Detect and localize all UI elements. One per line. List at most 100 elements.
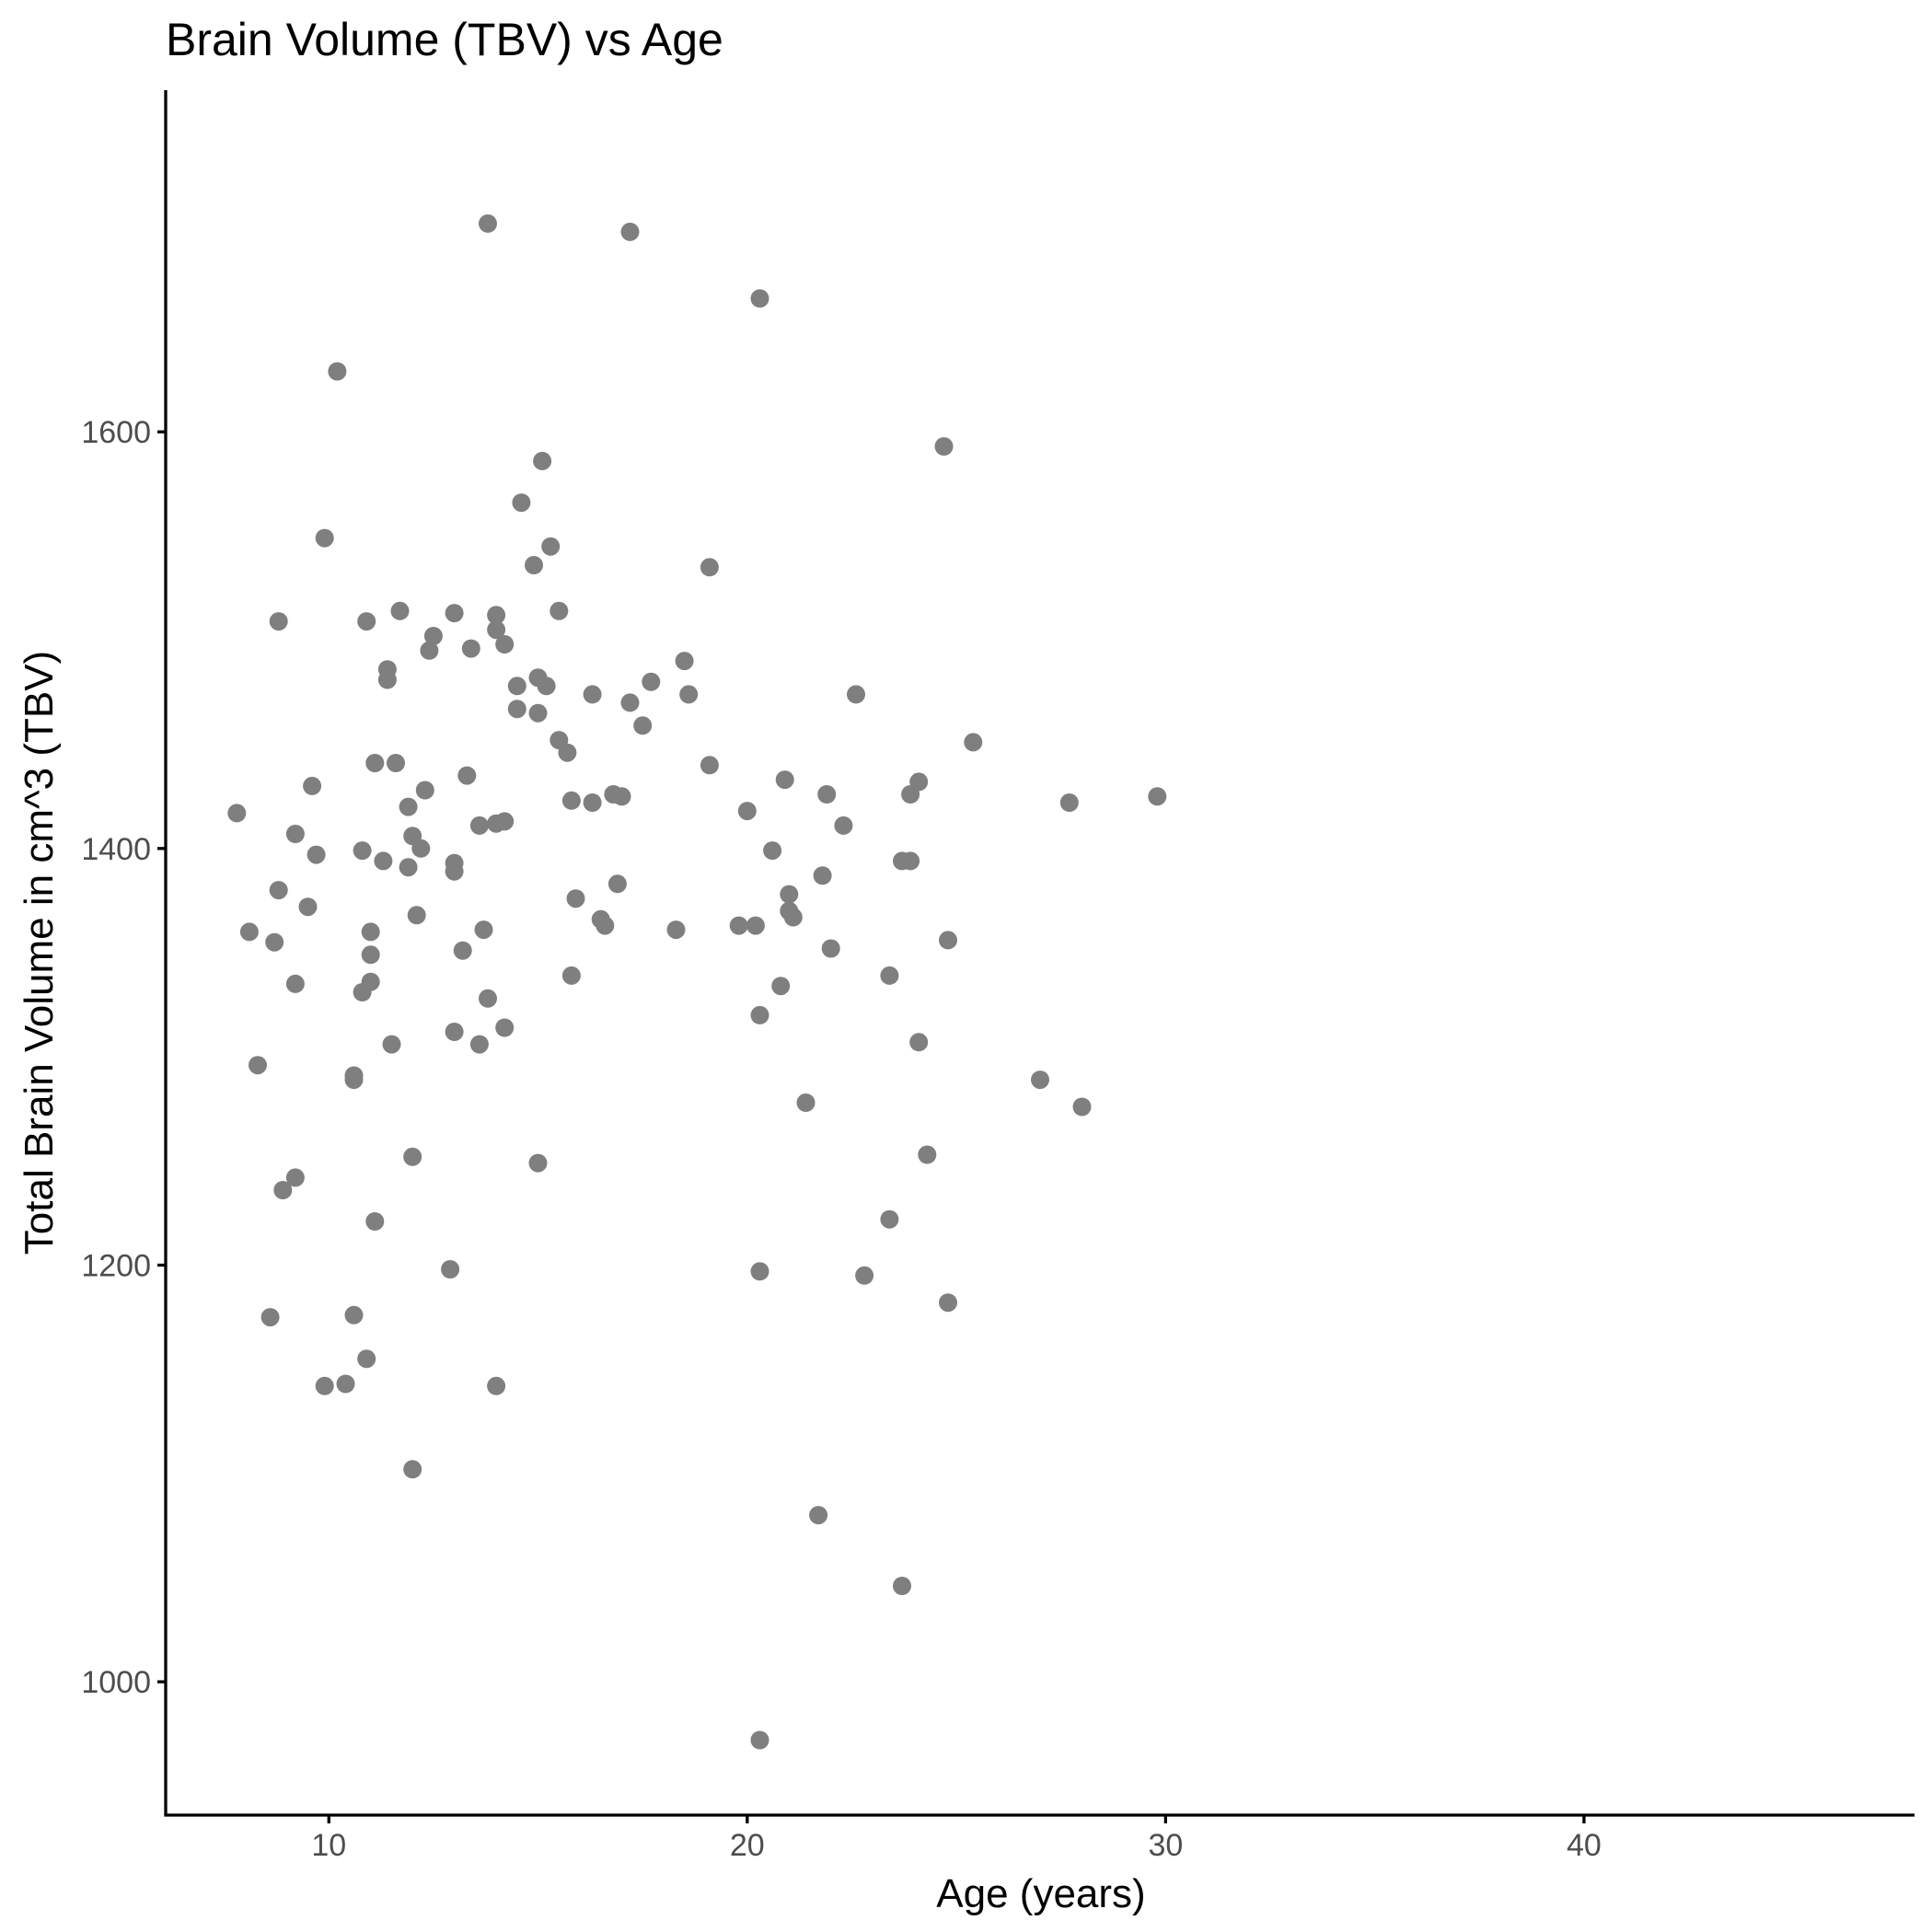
data-point [415,781,434,800]
data-point [750,289,769,308]
data-point [771,977,791,996]
data-point [269,881,288,900]
data-point [528,703,548,723]
data-point [285,825,305,843]
data-point [964,733,983,752]
data-point [746,916,765,935]
chart-title: Brain Volume (TBV) vs Age [166,14,723,65]
data-point [227,804,247,823]
data-point [893,1577,911,1595]
data-point [1031,1070,1049,1090]
data-point [344,1305,364,1325]
data-point [901,785,920,804]
data-point [666,920,686,940]
data-point [847,685,865,704]
data-point [512,493,531,513]
data-point [566,889,585,908]
data-point [495,635,515,654]
y-tick-label: 1600 [81,415,151,450]
data-point [260,1308,280,1327]
data-point [387,754,405,772]
data-point [750,1730,769,1750]
data-point [315,528,334,548]
data-point [729,916,748,935]
data-point [583,685,602,704]
data-point [939,931,957,950]
data-point [374,851,393,871]
data-point [328,362,347,381]
data-point [558,743,577,762]
x-tick-label: 10 [311,1828,346,1863]
data-point [403,1460,422,1479]
data-point [487,1376,506,1395]
data-point [357,612,376,631]
data-point [403,1147,422,1166]
data-point [880,966,899,985]
data-point [909,1033,929,1052]
data-point [525,556,543,574]
data-point [361,922,380,942]
data-point [303,776,322,795]
data-point [737,802,757,821]
data-point [809,1506,828,1525]
data-point [642,672,661,691]
x-tick-label: 40 [1567,1828,1602,1863]
data-point [420,641,439,660]
data-point [285,1168,305,1187]
data-point [407,906,426,925]
data-point [487,814,506,833]
y-ticks: 1000 1200 1400 1600 [81,415,166,1700]
data-point [357,1349,376,1369]
data-point [607,874,627,894]
data-point [487,620,506,640]
data-point [457,766,477,785]
data-point [479,989,497,1008]
data-point [445,862,464,881]
data-point [537,677,556,696]
data-point [365,1212,385,1231]
data-point [821,939,840,958]
data-point [700,756,719,775]
data-point [453,941,472,960]
data-point [834,816,853,835]
data-point [679,685,699,704]
data-point [441,1260,460,1278]
data-point [269,612,288,631]
data-point [469,1035,489,1054]
data-point [550,601,569,620]
data-point [298,897,318,917]
data-point [817,785,837,804]
data-point [750,1005,769,1024]
data-point [612,787,631,806]
data-point [934,437,954,456]
data-point [495,1018,515,1037]
data-point [307,845,326,864]
x-tick-label: 30 [1148,1828,1183,1863]
data-point [1148,787,1167,806]
data-point [474,920,493,940]
data-point [361,945,380,965]
data-point [675,652,694,671]
data-point [533,451,552,470]
data-point [583,793,602,812]
data-point [461,639,480,658]
x-tick-label: 20 [730,1828,765,1863]
data-point [382,1035,401,1054]
data-point [620,693,640,712]
y-tick-label: 1400 [81,832,151,867]
data-point [855,1266,874,1285]
data-point [285,974,305,993]
data-point [507,700,526,719]
data-point [445,1023,464,1041]
data-point [399,858,418,877]
x-ticks: 10 20 30 40 [311,1815,1602,1863]
data-point [479,214,497,233]
data-point [780,885,799,904]
y-tick-label: 1200 [81,1248,151,1283]
data-point [469,816,489,835]
data-point [939,1293,957,1313]
data-point [273,1181,293,1199]
data-point [901,851,920,871]
data-point [796,1093,816,1112]
data-point [561,791,581,810]
